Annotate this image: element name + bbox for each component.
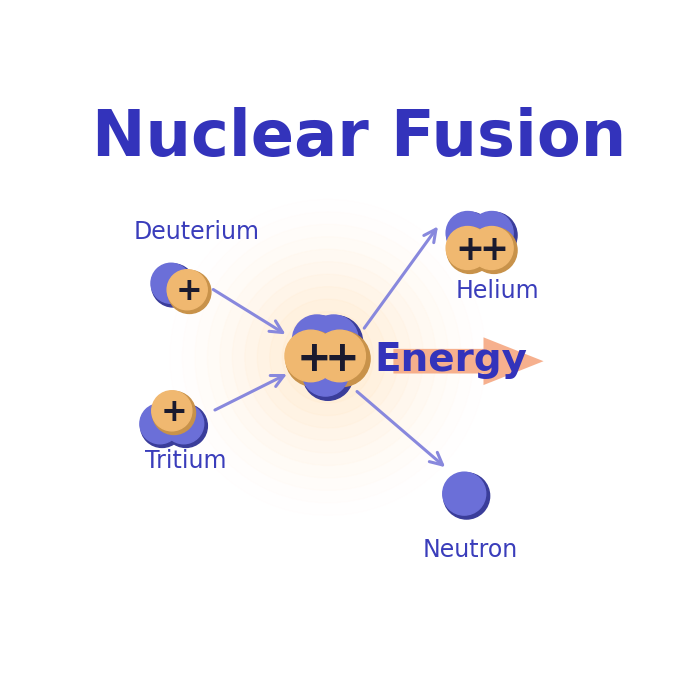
Circle shape [153, 391, 195, 435]
Text: +: + [160, 398, 188, 428]
Circle shape [164, 404, 204, 444]
Circle shape [471, 212, 517, 258]
Text: Energy: Energy [374, 341, 527, 379]
Circle shape [152, 391, 192, 430]
Circle shape [282, 312, 374, 403]
Circle shape [141, 405, 183, 447]
Circle shape [444, 473, 490, 519]
Circle shape [151, 263, 191, 303]
Circle shape [303, 351, 353, 400]
Circle shape [470, 227, 513, 270]
Text: Helium: Helium [456, 279, 539, 304]
Text: +: + [456, 233, 484, 267]
Circle shape [293, 315, 342, 364]
Text: Nuclear Fusion: Nuclear Fusion [92, 107, 626, 169]
Circle shape [443, 473, 486, 515]
Text: Tritium: Tritium [145, 449, 226, 473]
Circle shape [314, 331, 370, 386]
Circle shape [310, 316, 363, 368]
Circle shape [447, 228, 493, 274]
Circle shape [471, 228, 517, 274]
Circle shape [168, 270, 211, 314]
Circle shape [152, 264, 195, 307]
Circle shape [140, 404, 180, 444]
Text: Neutron: Neutron [423, 538, 518, 562]
Circle shape [470, 211, 513, 255]
Circle shape [293, 316, 346, 368]
Text: +: + [176, 276, 203, 307]
Circle shape [302, 350, 349, 396]
Polygon shape [393, 337, 543, 385]
Circle shape [285, 330, 337, 382]
Circle shape [447, 212, 493, 258]
Text: +: + [325, 337, 360, 379]
Circle shape [286, 331, 342, 386]
Circle shape [446, 227, 489, 270]
Text: Deuterium: Deuterium [134, 220, 260, 244]
Circle shape [270, 299, 386, 416]
Circle shape [446, 211, 489, 255]
Circle shape [309, 315, 358, 364]
Text: +: + [480, 233, 508, 267]
Text: +: + [296, 337, 331, 379]
Circle shape [314, 330, 365, 382]
Circle shape [167, 270, 207, 310]
Circle shape [164, 405, 207, 447]
